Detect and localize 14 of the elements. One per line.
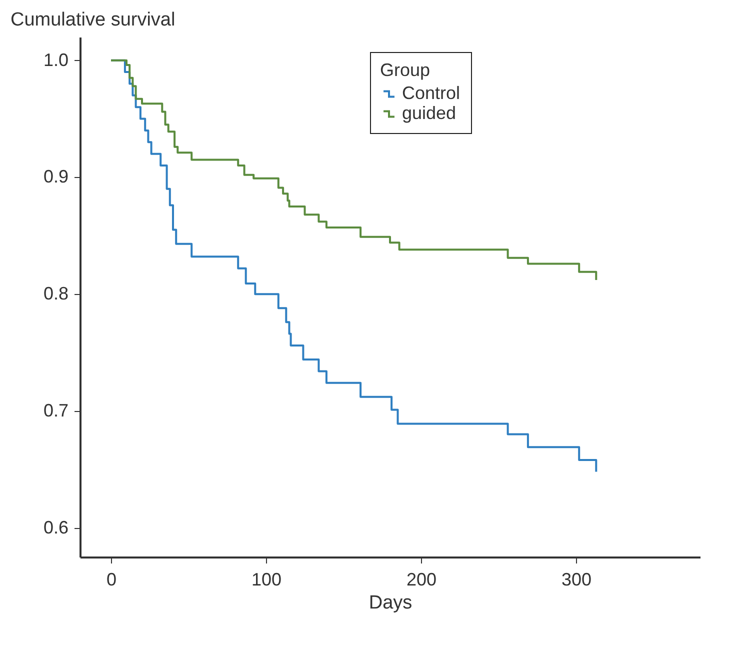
legend-label: Control	[402, 83, 460, 103]
x-tick-label: 300	[561, 570, 592, 590]
y-axis-title: Cumulative survival	[10, 10, 176, 30]
legend-title: Group	[380, 60, 430, 80]
x-axis-title: Days	[368, 592, 412, 614]
y-tick-label: 0.7	[43, 400, 68, 420]
x-tick-label: 200	[406, 570, 437, 590]
y-tick-label: 0.9	[43, 166, 68, 187]
legend-label: guided	[402, 103, 456, 123]
y-tick-label: 0.8	[43, 284, 68, 304]
x-tick-label: 0	[106, 570, 117, 590]
y-tick-label: 0.6	[43, 517, 68, 538]
x-tick-label: 100	[251, 570, 282, 590]
y-tick-label: 1.0	[43, 50, 68, 70]
